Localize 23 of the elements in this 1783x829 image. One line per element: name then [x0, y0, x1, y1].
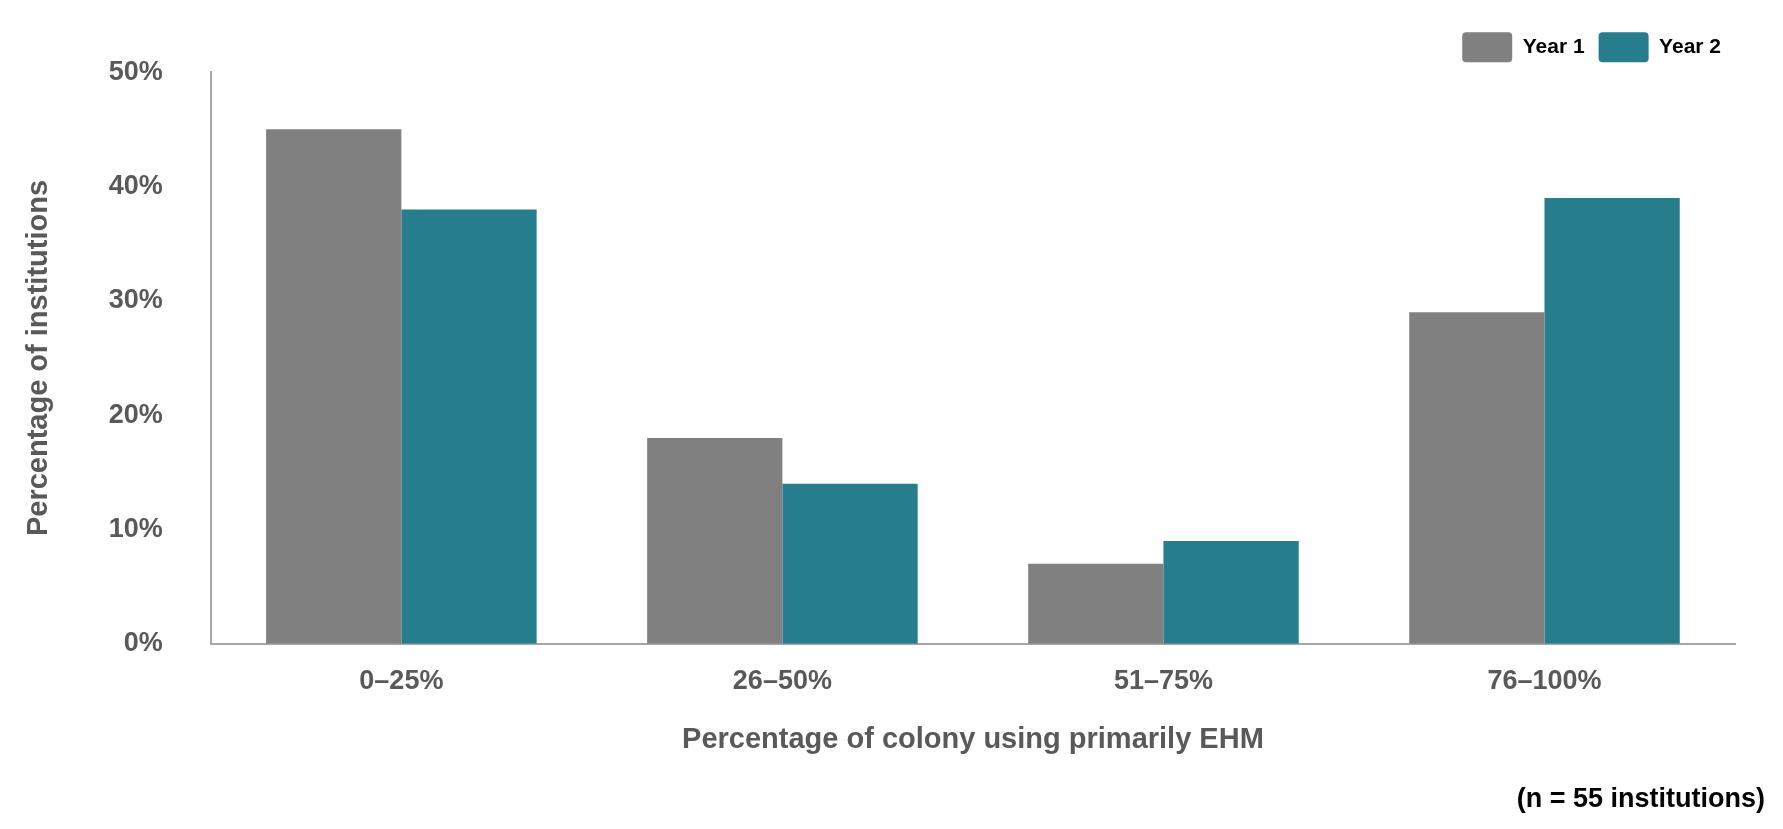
y-tick-label: 40% [108, 169, 163, 200]
y-tick-label: 50% [108, 55, 163, 86]
bar [782, 483, 918, 644]
y-tick-label: 0% [123, 627, 163, 658]
bar [1544, 197, 1680, 644]
y-tick-label: 30% [108, 284, 163, 315]
legend-label: Year 2 [1659, 34, 1722, 57]
bar [1028, 563, 1164, 644]
bar [1163, 540, 1299, 644]
bar [647, 438, 783, 644]
x-tick-label: 51–75% [1113, 665, 1213, 696]
x-tick-label: 0–25% [359, 665, 444, 696]
x-tick-label: 76–100% [1487, 665, 1602, 696]
y-tick-label: 10% [108, 512, 163, 543]
bar [266, 129, 402, 644]
y-tick-label: 20% [108, 398, 163, 429]
bar [401, 209, 537, 644]
legend-label: Year 1 [1522, 34, 1585, 57]
x-axis-title: Percentage of colony using primarily EHM [682, 721, 1264, 754]
y-axis-title: Percentage of institutions [21, 179, 54, 537]
text: (n = 55 institutions) [1516, 782, 1765, 813]
x-tick-label: 26–50% [732, 665, 832, 696]
bar [1409, 312, 1545, 644]
